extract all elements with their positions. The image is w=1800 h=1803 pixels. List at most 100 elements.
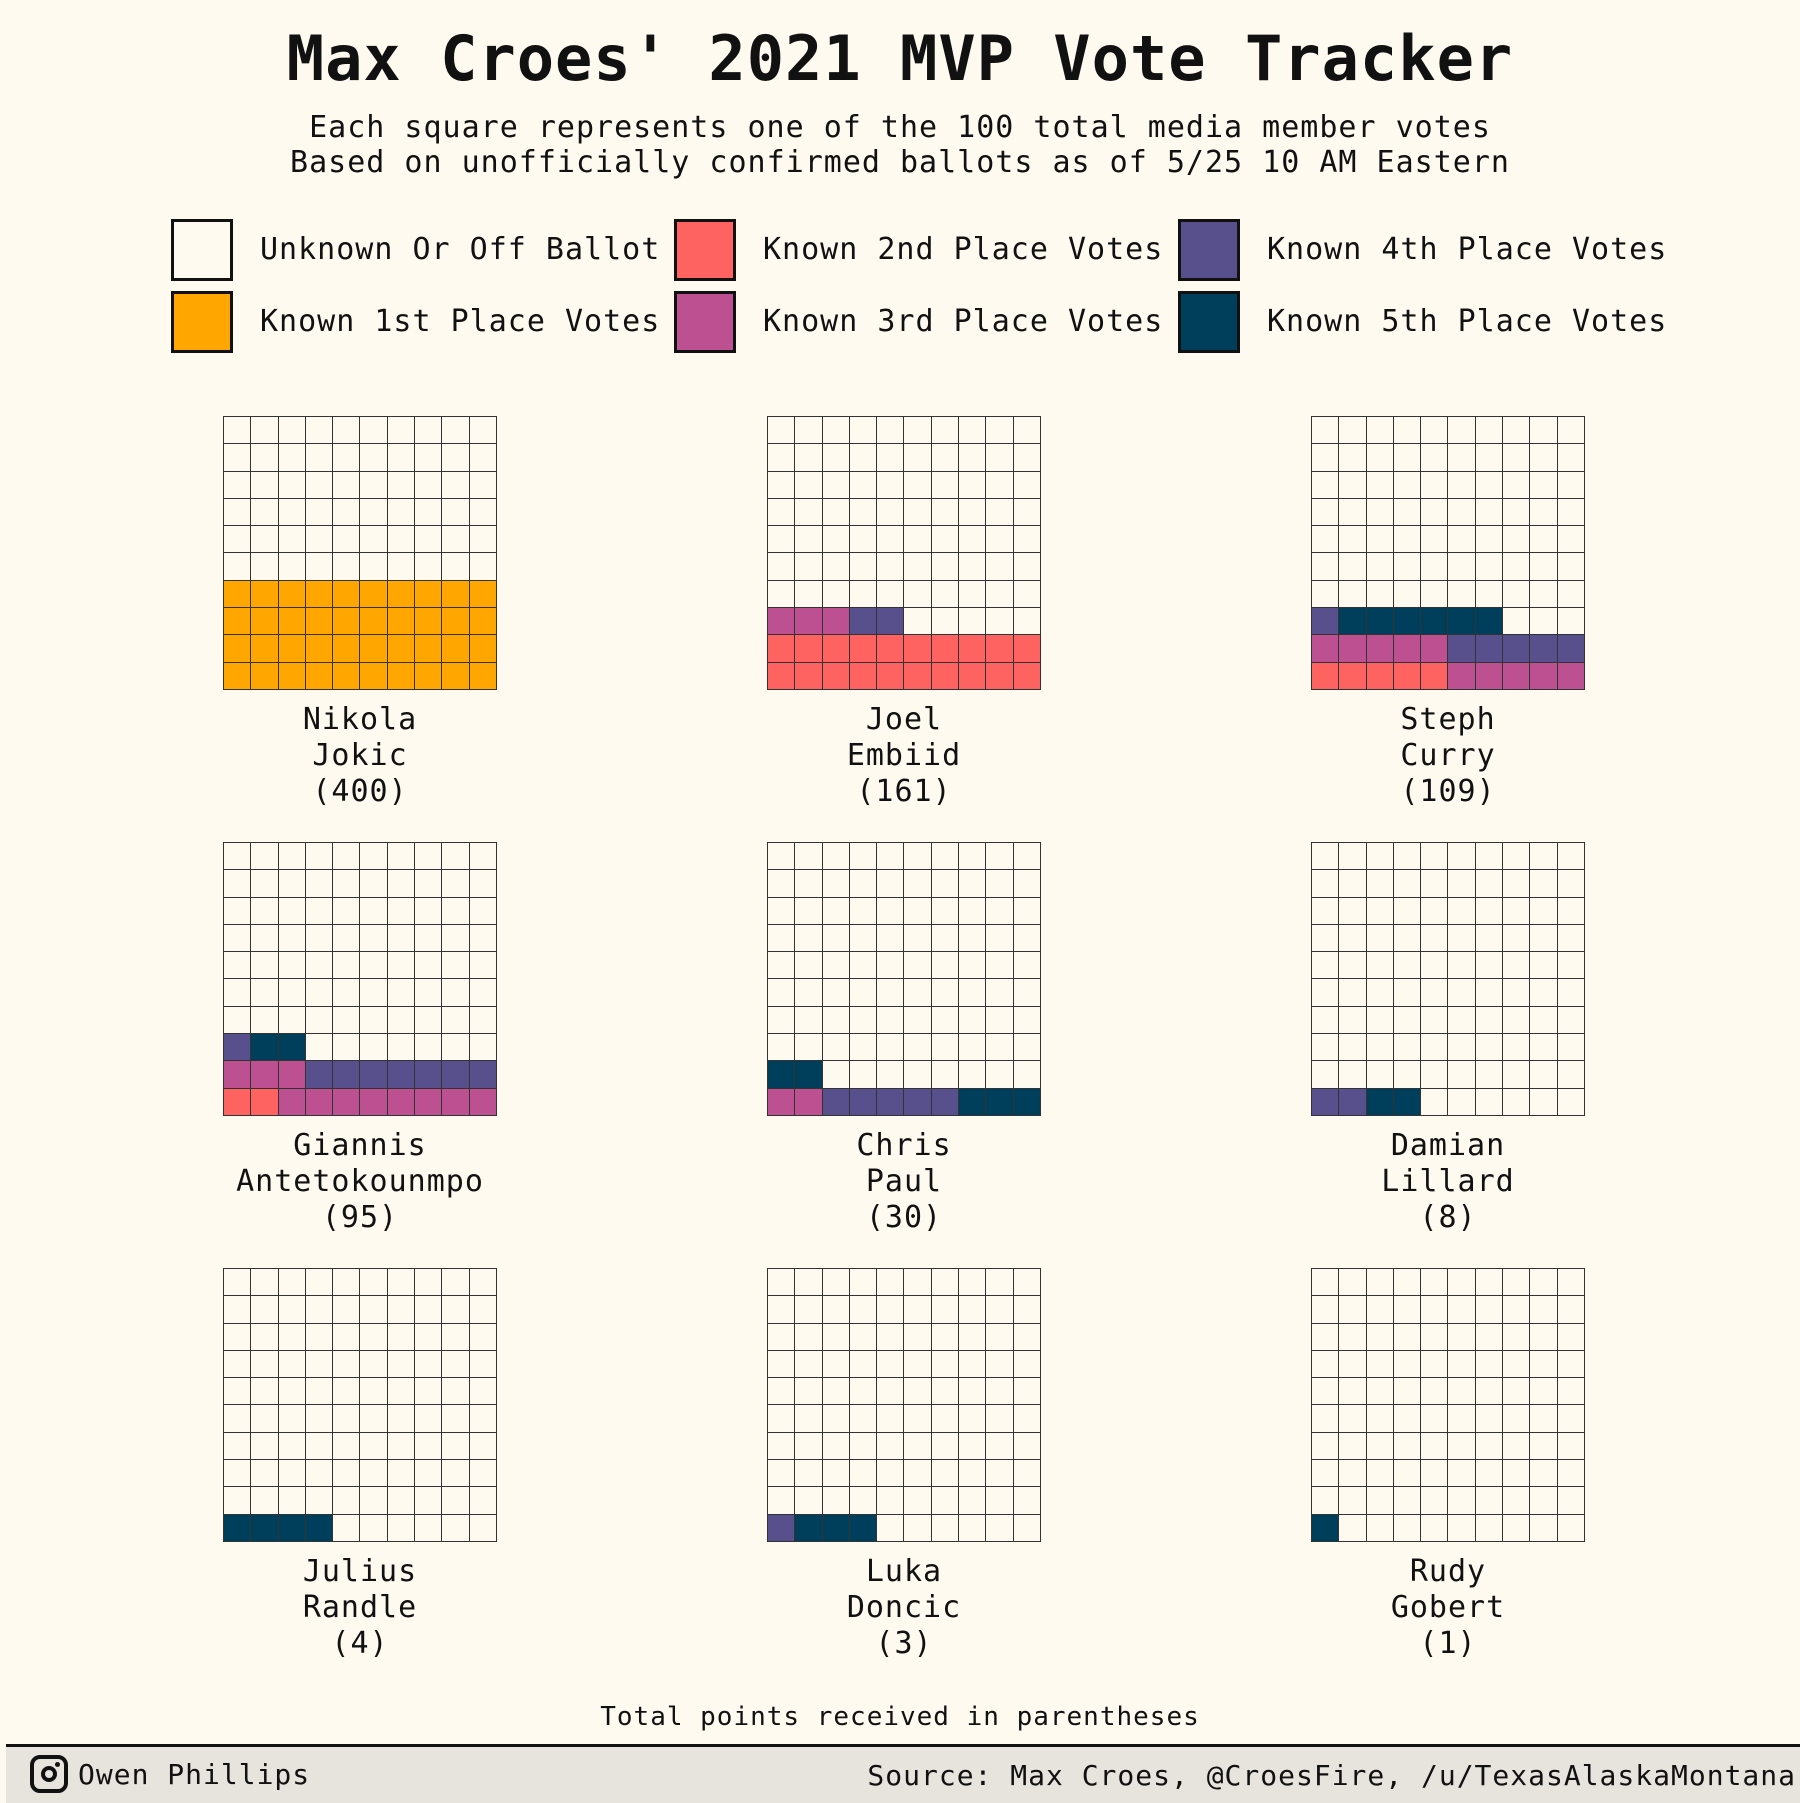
waffle-square-first — [333, 580, 360, 608]
waffle-square-unknown — [959, 1432, 986, 1460]
waffle-square-unknown — [1557, 1432, 1584, 1460]
waffle-square-unknown — [1421, 1487, 1448, 1514]
waffle-square-unknown — [442, 1323, 469, 1350]
waffle-square-unknown — [795, 444, 822, 471]
waffle-square-unknown — [1503, 1350, 1530, 1378]
waffle-square-unknown — [1448, 843, 1475, 870]
waffle-square-unknown — [1557, 1269, 1584, 1296]
waffle-square-first — [387, 635, 415, 662]
waffle-square-unknown — [1393, 417, 1421, 444]
waffle-square-unknown — [1421, 870, 1448, 897]
waffle-square-unknown — [415, 1460, 442, 1487]
waffle-square-unknown — [1475, 471, 1503, 498]
player-points: (161) — [856, 774, 952, 809]
waffle-square-unknown — [387, 417, 415, 444]
waffle-square-unknown — [1393, 897, 1421, 924]
waffle-square-unknown — [1557, 952, 1584, 979]
waffle-square-unknown — [1503, 1378, 1530, 1405]
waffle-square-unknown — [1312, 870, 1339, 897]
waffle-square-unknown — [1339, 1460, 1366, 1487]
waffle-square-unknown — [415, 1006, 442, 1034]
waffle-square-third — [1530, 662, 1557, 689]
waffle-square-unknown — [1366, 580, 1393, 608]
waffle-square-unknown — [959, 1296, 986, 1323]
waffle-square-unknown — [959, 1378, 986, 1405]
waffle-square-unknown — [768, 979, 795, 1006]
waffle-square-first — [305, 635, 333, 662]
waffle-square-unknown — [1013, 843, 1040, 870]
waffle-square-unknown — [1366, 1323, 1393, 1350]
waffle-square-unknown — [959, 952, 986, 979]
player-first-name: Julius — [302, 1554, 418, 1589]
waffle-square-unknown — [305, 471, 333, 498]
waffle-square-unknown — [1475, 526, 1503, 553]
waffle-square-unknown — [1312, 1487, 1339, 1514]
waffle-square-unknown — [1013, 498, 1040, 526]
waffle-square-unknown — [1448, 1088, 1475, 1115]
waffle-square-fourth — [877, 1088, 904, 1115]
waffle-square-unknown — [1503, 580, 1530, 608]
waffle-square-unknown — [442, 897, 469, 924]
waffle-square-unknown — [442, 1034, 469, 1061]
waffle-square-unknown — [904, 553, 931, 580]
waffle-square-unknown — [387, 1405, 415, 1432]
waffle-square-unknown — [469, 1269, 496, 1296]
waffle-square-unknown — [849, 1487, 877, 1514]
waffle-square-unknown — [333, 1006, 360, 1034]
waffle-square-unknown — [442, 1350, 469, 1378]
waffle-square-unknown — [931, 1432, 959, 1460]
waffle-square-unknown — [986, 1487, 1013, 1514]
waffle-square-unknown — [1339, 1323, 1366, 1350]
player-label: Nikola Jokic (400) — [133, 702, 587, 810]
waffle-square-unknown — [986, 526, 1013, 553]
waffle-square-unknown — [1530, 417, 1557, 444]
waffle-square-unknown — [795, 897, 822, 924]
waffle-square-unknown — [442, 444, 469, 471]
waffle-square-unknown — [849, 417, 877, 444]
waffle-square-unknown — [795, 417, 822, 444]
waffle-square-unknown — [1393, 1514, 1421, 1541]
waffle-square-unknown — [415, 1514, 442, 1541]
footer: Owen Phillips Source: Max Croes, @CroesF… — [6, 1744, 1800, 1803]
waffle-square-unknown — [877, 1432, 904, 1460]
waffle-square-unknown — [904, 1323, 931, 1350]
waffle-square-unknown — [333, 498, 360, 526]
player-label: Rudy Gobert (1) — [1221, 1554, 1675, 1662]
waffle-square-unknown — [305, 1350, 333, 1378]
waffle-square-unknown — [1503, 1432, 1530, 1460]
waffle-square-unknown — [224, 1405, 251, 1432]
waffle-square-unknown — [1393, 1034, 1421, 1061]
waffle-square-unknown — [387, 979, 415, 1006]
waffle-square-unknown — [1393, 1296, 1421, 1323]
waffle-square-second — [1013, 635, 1040, 662]
waffle-square-first — [469, 662, 496, 689]
waffle-square-unknown — [360, 1514, 387, 1541]
waffle-square-unknown — [1339, 1378, 1366, 1405]
waffle-square-unknown — [360, 1487, 387, 1514]
waffle-square-unknown — [986, 1061, 1013, 1088]
waffle-square-unknown — [986, 924, 1013, 952]
waffle-square-unknown — [849, 1006, 877, 1034]
waffle-square-unknown — [795, 1460, 822, 1487]
waffle-square-unknown — [822, 952, 849, 979]
waffle-square-unknown — [931, 1514, 959, 1541]
waffle-square-fourth — [1339, 1088, 1366, 1115]
waffle-square-unknown — [822, 1378, 849, 1405]
waffle-square-fourth — [415, 1061, 442, 1088]
waffle-square-unknown — [1393, 1487, 1421, 1514]
waffle-square-unknown — [278, 553, 305, 580]
waffle-square-unknown — [360, 471, 387, 498]
waffle-square-unknown — [1448, 1006, 1475, 1034]
waffle-square-third — [305, 1088, 333, 1115]
waffle-square-unknown — [1475, 1006, 1503, 1034]
waffle-square-unknown — [387, 1432, 415, 1460]
waffle-square-unknown — [768, 1378, 795, 1405]
waffle-square-unknown — [1557, 1323, 1584, 1350]
waffle-square-unknown — [1530, 843, 1557, 870]
waffle-square-unknown — [1366, 1006, 1393, 1034]
waffle-square-unknown — [931, 444, 959, 471]
waffle-square-unknown — [1503, 1269, 1530, 1296]
waffle-square-unknown — [333, 1378, 360, 1405]
waffle-square-fifth — [278, 1514, 305, 1541]
waffle-square-unknown — [795, 553, 822, 580]
